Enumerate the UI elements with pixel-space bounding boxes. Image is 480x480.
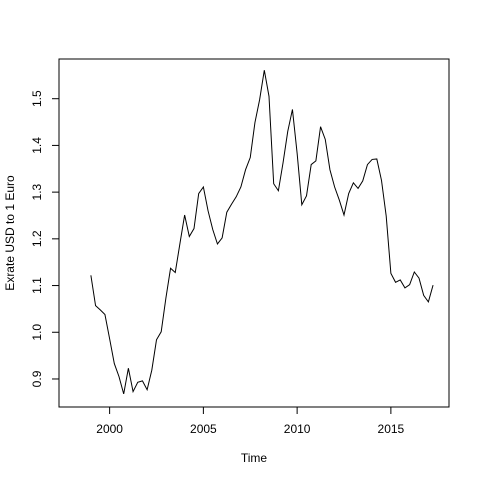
x-tick-label: 2015 (378, 422, 405, 436)
y-tick-label: 1.1 (30, 277, 44, 294)
x-tick-label: 2010 (284, 422, 311, 436)
y-tick-label: 1.5 (30, 90, 44, 107)
x-axis: 2000 2005 2010 2015 (96, 406, 405, 436)
series-line-exrate (90, 70, 434, 395)
plot-frame (58, 58, 450, 408)
y-tick-label: 1.4 (30, 137, 44, 154)
x-tick-label: 2000 (96, 422, 123, 436)
x-axis-label: Time (241, 451, 268, 465)
y-tick-label: 1.2 (30, 230, 44, 247)
y-tick-label: 1.3 (30, 183, 44, 200)
x-tick-label: 2005 (190, 422, 217, 436)
y-tick-label: 1.0 (30, 324, 44, 341)
y-axis-label: Exrate USD to 1 Euro (3, 175, 17, 291)
y-tick-label: 0.9 (30, 370, 44, 387)
